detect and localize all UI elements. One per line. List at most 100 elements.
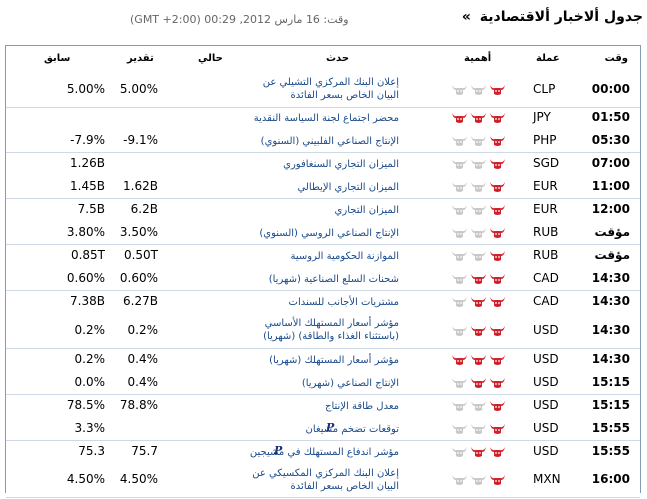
row-currency: MXN: [533, 472, 561, 486]
pin-icon[interactable]: P: [326, 421, 335, 434]
row-time: 05:30: [591, 133, 630, 147]
bull-icon: [451, 295, 468, 309]
bull-icon: [451, 473, 468, 487]
bull-icon: [451, 422, 468, 436]
row-event-link[interactable]: إعلان البنك المركزي المكسيكي عن البيان ا…: [252, 468, 399, 492]
row-currency: EUR: [533, 202, 558, 216]
table-row[interactable]: 07:00 SGD الميزان التجاري السنغافوري 1.26B: [6, 152, 640, 176]
pin-icon[interactable]: P: [274, 444, 283, 457]
row-currency: JPY: [533, 110, 551, 124]
row-event-link[interactable]: توقعات تضخم مشيغان: [305, 424, 399, 435]
row-event-link[interactable]: الميزان التجاري الإيطالي: [297, 182, 399, 193]
row-currency: USD: [533, 323, 559, 337]
economic-calendar-table: وقت عملة أهمية حدث حالي تقدير سابق 00:00…: [5, 45, 641, 498]
bull-icon: [470, 295, 487, 309]
bull-icon: [451, 399, 468, 413]
bull-icon: [489, 295, 506, 309]
importance-rating: [451, 445, 511, 459]
row-event-link[interactable]: الموازنة الحكومية الروسية: [290, 251, 399, 262]
bull-icon: [451, 226, 468, 240]
table-row[interactable]: 11:00 EUR الميزان التجاري الإيطالي 1.62B 1.4…: [6, 175, 640, 199]
col-importance-header: أهمية: [464, 53, 492, 64]
row-time: 07:00: [591, 156, 630, 170]
row-event-link[interactable]: الإنتاج الصناعي الروسي (السنوي): [259, 228, 399, 239]
bull-icon: [470, 180, 487, 194]
row-time: 15:15: [591, 398, 630, 412]
row-currency: CLP: [533, 82, 556, 96]
row-event-link[interactable]: مؤشر أسعار المستهلك الأساسي (باستثناء ال…: [263, 318, 399, 342]
row-previous: 0.60%: [66, 271, 105, 285]
table-row[interactable]: 14:30 CAD مشتريات الأجانب للسندات 6.27B 7.38…: [6, 290, 640, 314]
row-event-link[interactable]: الإنتاج الصناعي (شهريا): [301, 378, 399, 389]
bull-icon: [489, 180, 506, 194]
row-currency: PHP: [533, 133, 557, 147]
table-row[interactable]: 14:30 USD مؤشر أسعار المستهلك (شهريا) 0.4% 0…: [6, 348, 640, 372]
row-previous: 78.5%: [66, 398, 105, 412]
table-row[interactable]: 00:00 CLP إعلان البنك المركزي التشيلي عن ا…: [6, 72, 640, 108]
row-event-link[interactable]: الميزان التجاري: [334, 205, 399, 216]
table-row[interactable]: مؤقت RUB الموازنة الحكومية الروسية 0.50T 0.8…: [6, 244, 640, 268]
importance-rating: [451, 295, 511, 309]
row-event-link[interactable]: الإنتاج الصناعي الفلبيني (السنوي): [260, 136, 399, 147]
bull-icon: [470, 134, 487, 148]
table-row[interactable]: 14:30 CAD شحنات السلع الصناعية (شهريا) 0.60…: [6, 267, 640, 291]
table-row[interactable]: 15:55 USD مؤشر اندفاع المستهلك في مشيجين P 7…: [6, 440, 640, 464]
row-currency: RUB: [533, 225, 559, 239]
table-row[interactable]: 14:30 USD مؤشر أسعار المستهلك الأساسي (باس…: [6, 313, 640, 349]
row-previous: 75.3: [78, 444, 105, 458]
importance-rating: [451, 111, 511, 125]
row-previous: 0.2%: [74, 323, 106, 337]
row-time: مؤقت: [594, 225, 630, 239]
bull-icon: [489, 249, 506, 263]
bull-icon: [489, 353, 506, 367]
table-row[interactable]: 16:00 MXN إعلان البنك المركزي المكسيكي عن …: [6, 463, 640, 498]
importance-rating: [451, 422, 511, 436]
row-event-link[interactable]: الميزان التجاري السنغافوري: [283, 159, 399, 170]
importance-rating: [451, 324, 511, 338]
row-previous: 7.5B: [77, 202, 105, 216]
page-title[interactable]: جدول ألاخبار ألاقتصادية »: [462, 9, 643, 25]
table-row[interactable]: 15:15 USD الإنتاج الصناعي (شهريا) 0.4% 0.0%: [6, 371, 640, 395]
table-row[interactable]: 15:55 USD توقعات تضخم مشيغان P 3.3%: [6, 417, 640, 441]
importance-rating: [451, 203, 511, 217]
bull-icon: [470, 422, 487, 436]
row-time: مؤقت: [594, 248, 630, 262]
table-row[interactable]: مؤقت RUB الإنتاج الصناعي الروسي (السنوي) 3.…: [6, 221, 640, 245]
table-row[interactable]: 12:00 EUR الميزان التجاري 6.2B 7.5B: [6, 198, 640, 222]
table-row[interactable]: 05:30 PHP الإنتاج الصناعي الفلبيني (السنوي…: [6, 129, 640, 153]
row-event-link[interactable]: مؤشر أسعار المستهلك (شهريا): [269, 355, 399, 366]
bull-icon: [451, 376, 468, 390]
bull-icon: [451, 180, 468, 194]
table-row[interactable]: 15:15 USD معدل طاقة الإنتاج 78.8% 78.5%: [6, 394, 640, 418]
importance-rating: [451, 376, 511, 390]
row-currency: CAD: [533, 271, 559, 285]
row-time: 14:30: [591, 294, 630, 308]
row-event-link[interactable]: مؤشر اندفاع المستهلك في مشيجين: [249, 447, 399, 458]
row-currency: USD: [533, 444, 559, 458]
col-currency-header: عملة: [536, 53, 560, 64]
row-previous: 3.80%: [66, 225, 105, 239]
row-event-link[interactable]: شحنات السلع الصناعية (شهريا): [268, 274, 399, 285]
row-event-link[interactable]: محضر اجتماع لجنة السياسة النقدية: [253, 113, 399, 124]
bull-icon: [470, 445, 487, 459]
row-event-link[interactable]: مشتريات الأجانب للسندات: [288, 297, 399, 308]
row-event-link[interactable]: معدل طاقة الإنتاج: [325, 401, 399, 412]
bull-icon: [489, 422, 506, 436]
bull-icon: [451, 249, 468, 263]
bull-icon: [470, 272, 487, 286]
row-time: 15:55: [591, 421, 630, 435]
bull-icon: [470, 473, 487, 487]
table-row[interactable]: 01:50 JPY محضر اجتماع لجنة السياسة النقدية: [6, 107, 640, 130]
bull-icon: [451, 203, 468, 217]
row-event-link[interactable]: إعلان البنك المركزي التشيلي عن البيان ال…: [262, 77, 399, 101]
row-forecast: -9.1%: [123, 133, 158, 147]
row-forecast: 6.2B: [130, 202, 158, 216]
importance-rating: [451, 226, 511, 240]
row-time: 15:55: [591, 444, 630, 458]
bull-icon: [470, 249, 487, 263]
row-currency: RUB: [533, 248, 559, 262]
col-event-header: حدث: [326, 53, 350, 64]
row-forecast: 1.62B: [123, 179, 158, 193]
col-actual-header: حالي: [198, 53, 223, 64]
row-previous: 5.00%: [66, 82, 105, 96]
